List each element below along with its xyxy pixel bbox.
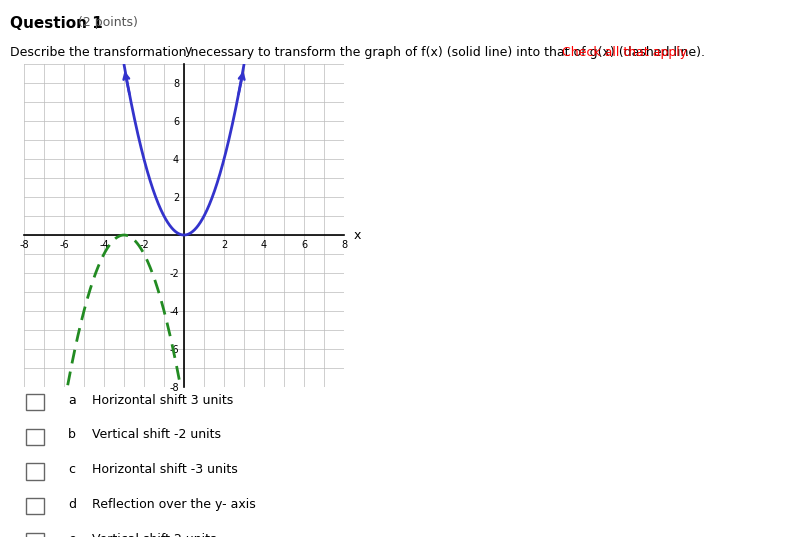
- Text: Vertical shift -2 units: Vertical shift -2 units: [92, 429, 221, 441]
- Text: Vertical shift 2 units: Vertical shift 2 units: [92, 533, 217, 537]
- Text: d: d: [68, 498, 76, 511]
- Text: (2 points): (2 points): [74, 16, 138, 29]
- Text: y: y: [184, 44, 192, 57]
- Text: e: e: [68, 533, 76, 537]
- Text: Describe the transformation necessary to transform the graph of f(x) (solid line: Describe the transformation necessary to…: [10, 46, 706, 59]
- Text: c: c: [68, 463, 75, 476]
- Text: Horizontal shift 3 units: Horizontal shift 3 units: [92, 394, 234, 407]
- Text: b: b: [68, 429, 76, 441]
- Text: Reflection over the y- axis: Reflection over the y- axis: [92, 498, 256, 511]
- Text: Horizontal shift -3 units: Horizontal shift -3 units: [92, 463, 238, 476]
- Text: Question 1: Question 1: [10, 16, 103, 31]
- Text: Check all that apply.: Check all that apply.: [558, 46, 690, 59]
- Text: x: x: [354, 229, 362, 242]
- Text: a: a: [68, 394, 76, 407]
